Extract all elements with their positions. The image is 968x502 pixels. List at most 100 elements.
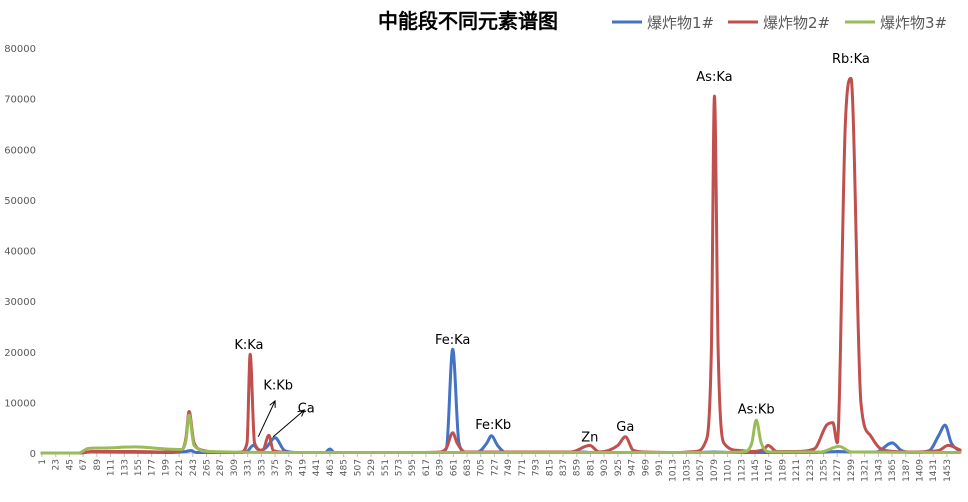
x-tick-label: 771 <box>518 459 528 476</box>
series-line-2 <box>40 76 962 455</box>
x-tick-label: 23 <box>52 459 62 470</box>
series-line-3 <box>40 413 962 455</box>
x-tick-label: 661 <box>449 459 459 476</box>
peak-label: Rb:Ka <box>832 52 870 67</box>
annotation-arrow <box>257 400 276 438</box>
plot-area <box>40 76 962 455</box>
x-tick-label: 815 <box>545 459 555 476</box>
x-tick-label: 1123 <box>737 459 747 482</box>
x-tick-label: 1101 <box>724 459 734 482</box>
x-tick-label: 133 <box>120 459 130 476</box>
x-tick-label: 1189 <box>778 459 788 482</box>
x-tick-label: 881 <box>586 459 596 476</box>
x-tick-label: 1 <box>38 459 48 465</box>
peak-label: Zn <box>581 430 598 445</box>
x-tick-label: 1233 <box>806 459 816 482</box>
peak-label: K:Kb <box>263 379 293 394</box>
y-tick-label: 0 <box>30 449 36 460</box>
x-tick-label: 177 <box>148 459 158 476</box>
x-tick-label: 903 <box>600 459 610 476</box>
x-tick-label: 1365 <box>888 459 898 482</box>
chart-legend: 爆炸物1# 爆炸物2# 爆炸物3# <box>612 14 947 32</box>
x-tick-label: 67 <box>79 459 89 470</box>
y-tick-label: 50000 <box>4 196 36 207</box>
peak-label: As:Kb <box>738 403 775 418</box>
x-tick-label: 199 <box>161 459 171 476</box>
x-tick-label: 1255 <box>820 459 830 482</box>
x-tick-label: 749 <box>504 459 514 476</box>
x-tick-label: 1145 <box>751 459 761 482</box>
x-tick-label: 1453 <box>943 459 953 482</box>
x-tick-label: 947 <box>628 459 638 476</box>
peak-label: Fe:Kb <box>475 418 511 433</box>
x-tick-label: 45 <box>65 459 75 470</box>
chart-title: 中能段不同元素谱图 <box>378 9 558 33</box>
x-tick-label: 705 <box>477 459 487 476</box>
x-axis: 1 23 45 67 89 111 133 155 177 199 221 243 265 287 309 3… <box>38 452 960 482</box>
x-tick-label: 1299 <box>847 459 857 482</box>
x-tick-label: 331 <box>244 459 254 476</box>
annotations: K:Ka K:Kb Ca Fe:Ka Fe:Kb Zn Ga As:Ka As:Kb Rb:Ka <box>234 52 870 445</box>
x-tick-label: 991 <box>655 459 665 476</box>
x-tick-label: 419 <box>299 459 309 476</box>
peak-label: K:Ka <box>234 338 263 353</box>
x-tick-label: 1321 <box>861 459 871 482</box>
x-tick-label: 507 <box>353 459 363 476</box>
y-tick-label: 10000 <box>4 398 36 409</box>
x-tick-label: 309 <box>230 459 240 476</box>
x-tick-label: 617 <box>422 459 432 476</box>
x-tick-label: 1277 <box>833 459 843 482</box>
x-tick-label: 837 <box>559 459 569 476</box>
x-tick-label: 1035 <box>682 459 692 482</box>
annotation-arrowhead <box>269 399 276 408</box>
annotation-arrowhead <box>297 409 306 417</box>
y-axis: 0 10000 20000 30000 40000 50000 60000 70000 8000… <box>4 44 36 460</box>
x-tick-label: 397 <box>285 459 295 476</box>
y-tick-label: 30000 <box>4 297 36 308</box>
x-tick-label: 859 <box>573 459 583 476</box>
x-tick-label: 375 <box>271 459 281 476</box>
x-tick-label: 441 <box>312 459 322 476</box>
x-tick-label: 353 <box>257 459 267 476</box>
x-tick-label: 89 <box>93 459 103 471</box>
x-tick-label: 1013 <box>669 459 679 482</box>
legend-label-3: 爆炸物3# <box>880 14 947 32</box>
x-tick-label: 683 <box>463 459 473 476</box>
x-tick-label: 969 <box>641 459 651 476</box>
x-tick-label: 1167 <box>765 459 775 482</box>
x-tick-label: 1387 <box>902 459 912 482</box>
legend-label-1: 爆炸物1# <box>647 14 714 32</box>
y-tick-label: 80000 <box>4 44 36 55</box>
x-tick-label: 287 <box>216 459 226 476</box>
x-tick-label: 529 <box>367 459 377 476</box>
peak-label: Ga <box>616 420 634 435</box>
x-tick-label: 221 <box>175 459 185 476</box>
x-tick-label: 595 <box>408 459 418 476</box>
y-tick-label: 20000 <box>4 348 36 359</box>
peak-label: Fe:Ka <box>435 333 470 348</box>
x-tick-label: 639 <box>436 459 446 476</box>
x-tick-label: 155 <box>134 459 144 476</box>
x-tick-label: 463 <box>326 459 336 476</box>
annotation-arrow <box>272 409 305 438</box>
x-tick-label: 1431 <box>929 459 939 482</box>
peak-label: As:Ka <box>696 70 732 85</box>
x-tick-label: 1343 <box>874 459 884 482</box>
x-tick-label: 265 <box>203 459 213 476</box>
x-tick-label: 1079 <box>710 459 720 482</box>
x-tick-label: 1057 <box>696 459 706 482</box>
x-tick-label: 485 <box>340 459 350 476</box>
peak-label: Ca <box>298 402 315 417</box>
y-tick-label: 40000 <box>4 247 36 258</box>
x-tick-label: 925 <box>614 459 624 476</box>
x-tick-label: 573 <box>394 459 404 476</box>
y-tick-label: 70000 <box>4 95 36 106</box>
x-tick-label: 243 <box>189 459 199 476</box>
y-tick-label: 60000 <box>4 145 36 156</box>
x-tick-label: 551 <box>381 459 391 476</box>
x-tick-label: 727 <box>490 459 500 476</box>
legend-label-2: 爆炸物2# <box>763 14 830 32</box>
x-tick-label: 1211 <box>792 459 802 482</box>
x-tick-label: 793 <box>532 459 542 476</box>
